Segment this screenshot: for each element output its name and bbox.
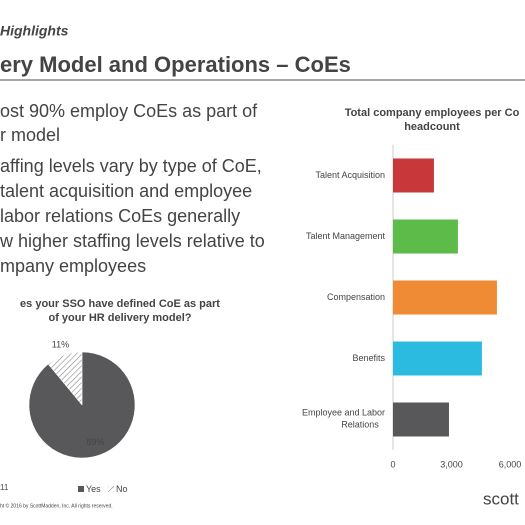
pie-slice xyxy=(47,351,83,406)
bullet-text: ost 90% employ CoEs as part of xyxy=(0,101,258,121)
x-tick-label: 0 xyxy=(390,459,395,469)
page-number: 11 xyxy=(0,483,9,492)
bar-title: Total company employees per Co xyxy=(345,107,520,119)
bullet-text: mpany employees xyxy=(0,256,146,276)
legend-label: No xyxy=(116,484,128,494)
slide-title: ery Model and Operations – CoEs xyxy=(0,52,351,77)
section-label: Highlights xyxy=(0,23,69,39)
y-tick-label: Talent Management xyxy=(306,231,386,241)
bullet-text: talent acquisition and employee xyxy=(0,181,252,201)
bar xyxy=(393,158,434,193)
logo: scott xyxy=(483,489,519,508)
legend-label: Yes xyxy=(86,484,101,494)
y-tick-label: Compensation xyxy=(327,292,385,302)
legend-swatch xyxy=(108,486,114,492)
bullet-text: r model xyxy=(0,125,60,145)
pie-title: es your SSO have defined CoE as part xyxy=(20,298,220,310)
copyright: ht © 2016 by ScottMadden, Inc. All right… xyxy=(0,502,113,509)
pie-title: of your HR delivery model? xyxy=(48,312,191,324)
bullet-text: affing levels vary by type of CoE, xyxy=(0,156,262,176)
pie-label: 89% xyxy=(86,437,104,447)
bar xyxy=(393,219,458,254)
pie-label: 11% xyxy=(52,340,69,350)
bar-title: headcount xyxy=(404,121,460,133)
y-tick-label: Benefits xyxy=(352,353,385,363)
y-tick-label: Talent Acquisition xyxy=(315,170,385,180)
bullet-text: w higher staffing levels relative to xyxy=(0,231,265,251)
y-tick-label: Employee and Labor Relations xyxy=(302,408,385,430)
bar xyxy=(393,402,449,437)
bullet-text: labor relations CoEs generally xyxy=(0,206,240,226)
legend-swatch xyxy=(78,486,84,492)
bar xyxy=(393,341,482,376)
x-tick-label: 6,000 xyxy=(499,459,522,469)
bar xyxy=(393,280,497,315)
x-tick-label: 3,000 xyxy=(440,459,463,469)
